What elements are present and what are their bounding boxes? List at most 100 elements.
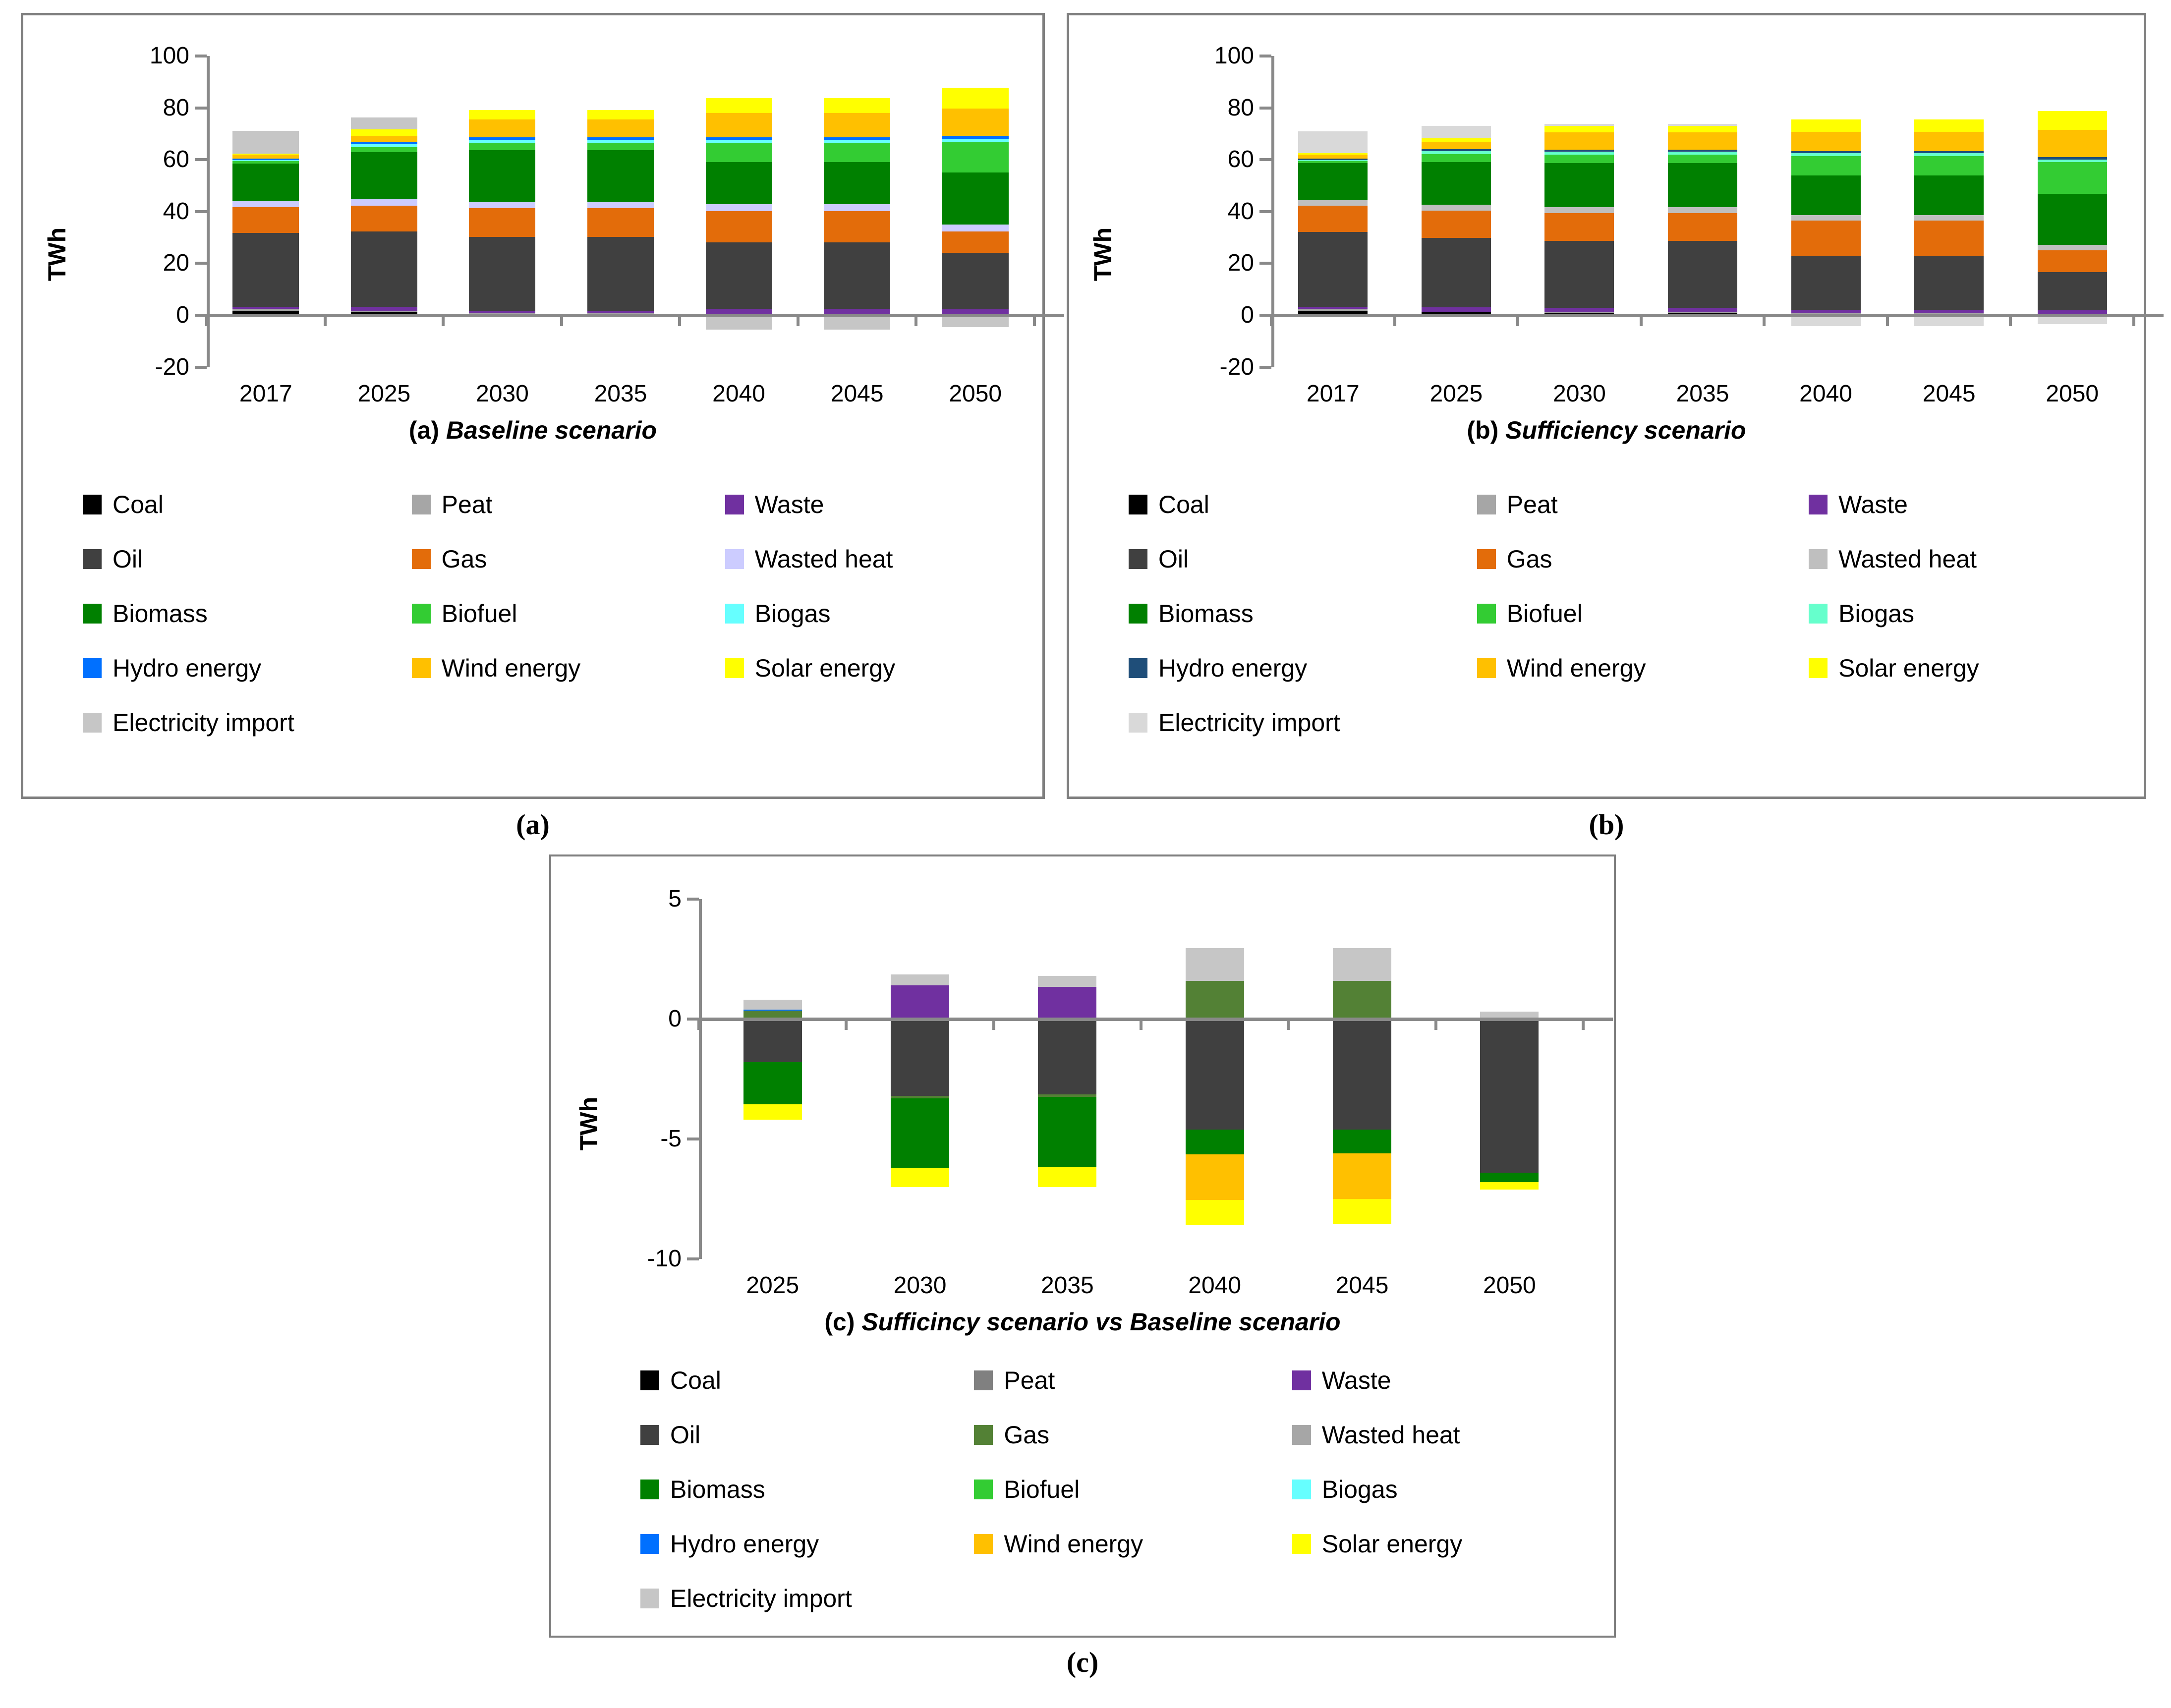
x-axis-minor-tick [1393,315,1396,326]
x-axis-minor-tick [1434,1019,1437,1030]
legend-label: Hydro energy [670,1530,819,1558]
legend-swatch-wind-energy [974,1534,993,1554]
legend-item-electricity-import: Electricity import [83,708,412,737]
segment-wind-energy [469,119,536,138]
segment-biomass [891,1098,949,1168]
segment-coal [350,312,417,315]
segment-electricity-import [2037,315,2107,324]
legend-item-biogas: Biogas [1809,599,2124,628]
bar-2045 [1914,56,1984,367]
y-axis-line [1271,56,1274,367]
legend-item-gas: Gas [1477,545,1809,573]
legend-item-biomass: Biomass [640,1475,974,1504]
legend-label: Biofuel [441,599,517,627]
legend-item-wind-energy: Wind energy [974,1530,1292,1558]
segment-wind-energy [587,119,654,138]
segment-solar-energy [942,87,1009,109]
bar-2045 [824,56,891,367]
bar-2030 [891,899,949,1259]
segment-gas [1298,206,1368,232]
x-axis-minor-tick [205,315,208,326]
segment-biomass [1544,163,1614,207]
legend-label: Hydro energy [1158,654,1308,682]
bar-2050 [942,56,1009,367]
chart-title-text: Sufficiency scenario [1505,416,1746,444]
bar-2030 [1544,56,1614,367]
segment-wasted-heat [824,204,891,211]
segment-solar-energy [705,98,772,114]
segment-wasted-heat [1421,205,1491,211]
legend-label: Solar energy [1838,654,1979,682]
x-axis-minor-tick [1140,1019,1143,1030]
x-axis-minor-tick [323,315,327,326]
x-axis-minor-tick [2009,315,2012,326]
segment-peat [1914,313,1984,314]
x-axis-minor-tick [1270,315,1273,326]
y-tick-label: -5 [660,1126,682,1152]
y-tick-label: 5 [668,886,682,912]
segment-biogas [587,140,654,143]
y-axis-tick [195,55,207,57]
segment-peat [587,313,654,314]
segment-biomass [824,162,891,204]
legend-item-hydro-energy: Hydro energy [1129,654,1477,683]
segment-electricity-import [1544,124,1614,126]
segment-coal [232,311,299,315]
legend-item-hydro-energy: Hydro energy [83,654,412,683]
segment-wind-energy [942,108,1009,136]
x-axis-minor-tick [845,1019,848,1030]
legend-label: Wasted heat [754,545,893,573]
y-axis-tick [687,1018,699,1021]
legend-item-biofuel: Biofuel [1477,599,1809,628]
panel-sufficiency-scenario: TWh 100 80 60 40 20 0 -20 2017 2025 2030 2035 2040… [1067,13,2164,799]
segment-biogas [232,160,299,161]
segment-wind-energy [232,154,299,159]
x-tick-label-2035: 2035 [1040,1272,1094,1299]
segment-biogas [1914,153,1984,156]
x-axis-minor-tick [1885,315,1889,326]
legend-swatch-gas [974,1425,993,1445]
segment-wasted-heat [587,202,654,208]
segment-biomass [469,150,536,202]
segment-solar-energy [469,110,536,119]
segment-oil [232,233,299,307]
legend-item-waste: Waste [1809,490,2124,519]
legend-item-coal: Coal [1129,490,1477,519]
segment-gas [1333,980,1391,1019]
segment-biofuel [2037,162,2107,194]
legend-label: Biofuel [1004,1476,1080,1503]
segment-wasted-heat [705,204,772,211]
bar-2025 [1421,56,1491,367]
y-axis-tick [1259,262,1271,265]
segment-waste [942,309,1009,314]
segment-gas [2037,250,2107,272]
segment-electricity-import [232,131,299,154]
legend-label: Biogas [1838,599,1915,627]
x-axis-labels: 2025 2030 2035 2040 2045 2050 [551,1259,1614,1299]
segment-solar-energy [1791,119,1861,132]
legend-swatch-oil [83,549,102,569]
legend-swatch-waste [1809,494,1828,514]
legend-item-wasted-heat: Wasted heat [725,545,1023,573]
legend-swatch-waste [1292,1370,1311,1390]
segment-biomass [350,152,417,199]
bar-2025 [743,899,802,1259]
legend-swatch-wasted-heat [725,549,744,569]
x-axis-minor-tick [442,315,445,326]
y-axis-tick [1259,210,1271,213]
segment-wind-energy [1298,154,1368,159]
segment-wind-energy [1544,132,1614,150]
segment-electricity-import [1421,125,1491,138]
segment-biogas [1421,151,1491,155]
legend-swatch-biofuel [974,1480,993,1499]
y-tick-label: 100 [149,43,189,69]
legend-label: Biogas [754,599,831,627]
segment-wasted-heat [1914,215,1984,221]
bar-2050 [1480,899,1539,1259]
segment-solar-energy [1421,138,1491,143]
segment-solar-energy [891,1168,949,1187]
segment-gas [1544,213,1614,241]
legend-item-wind-energy: Wind energy [411,654,725,683]
legend-label: Waste [1838,490,1908,518]
segment-wasted-heat [1668,207,1737,214]
